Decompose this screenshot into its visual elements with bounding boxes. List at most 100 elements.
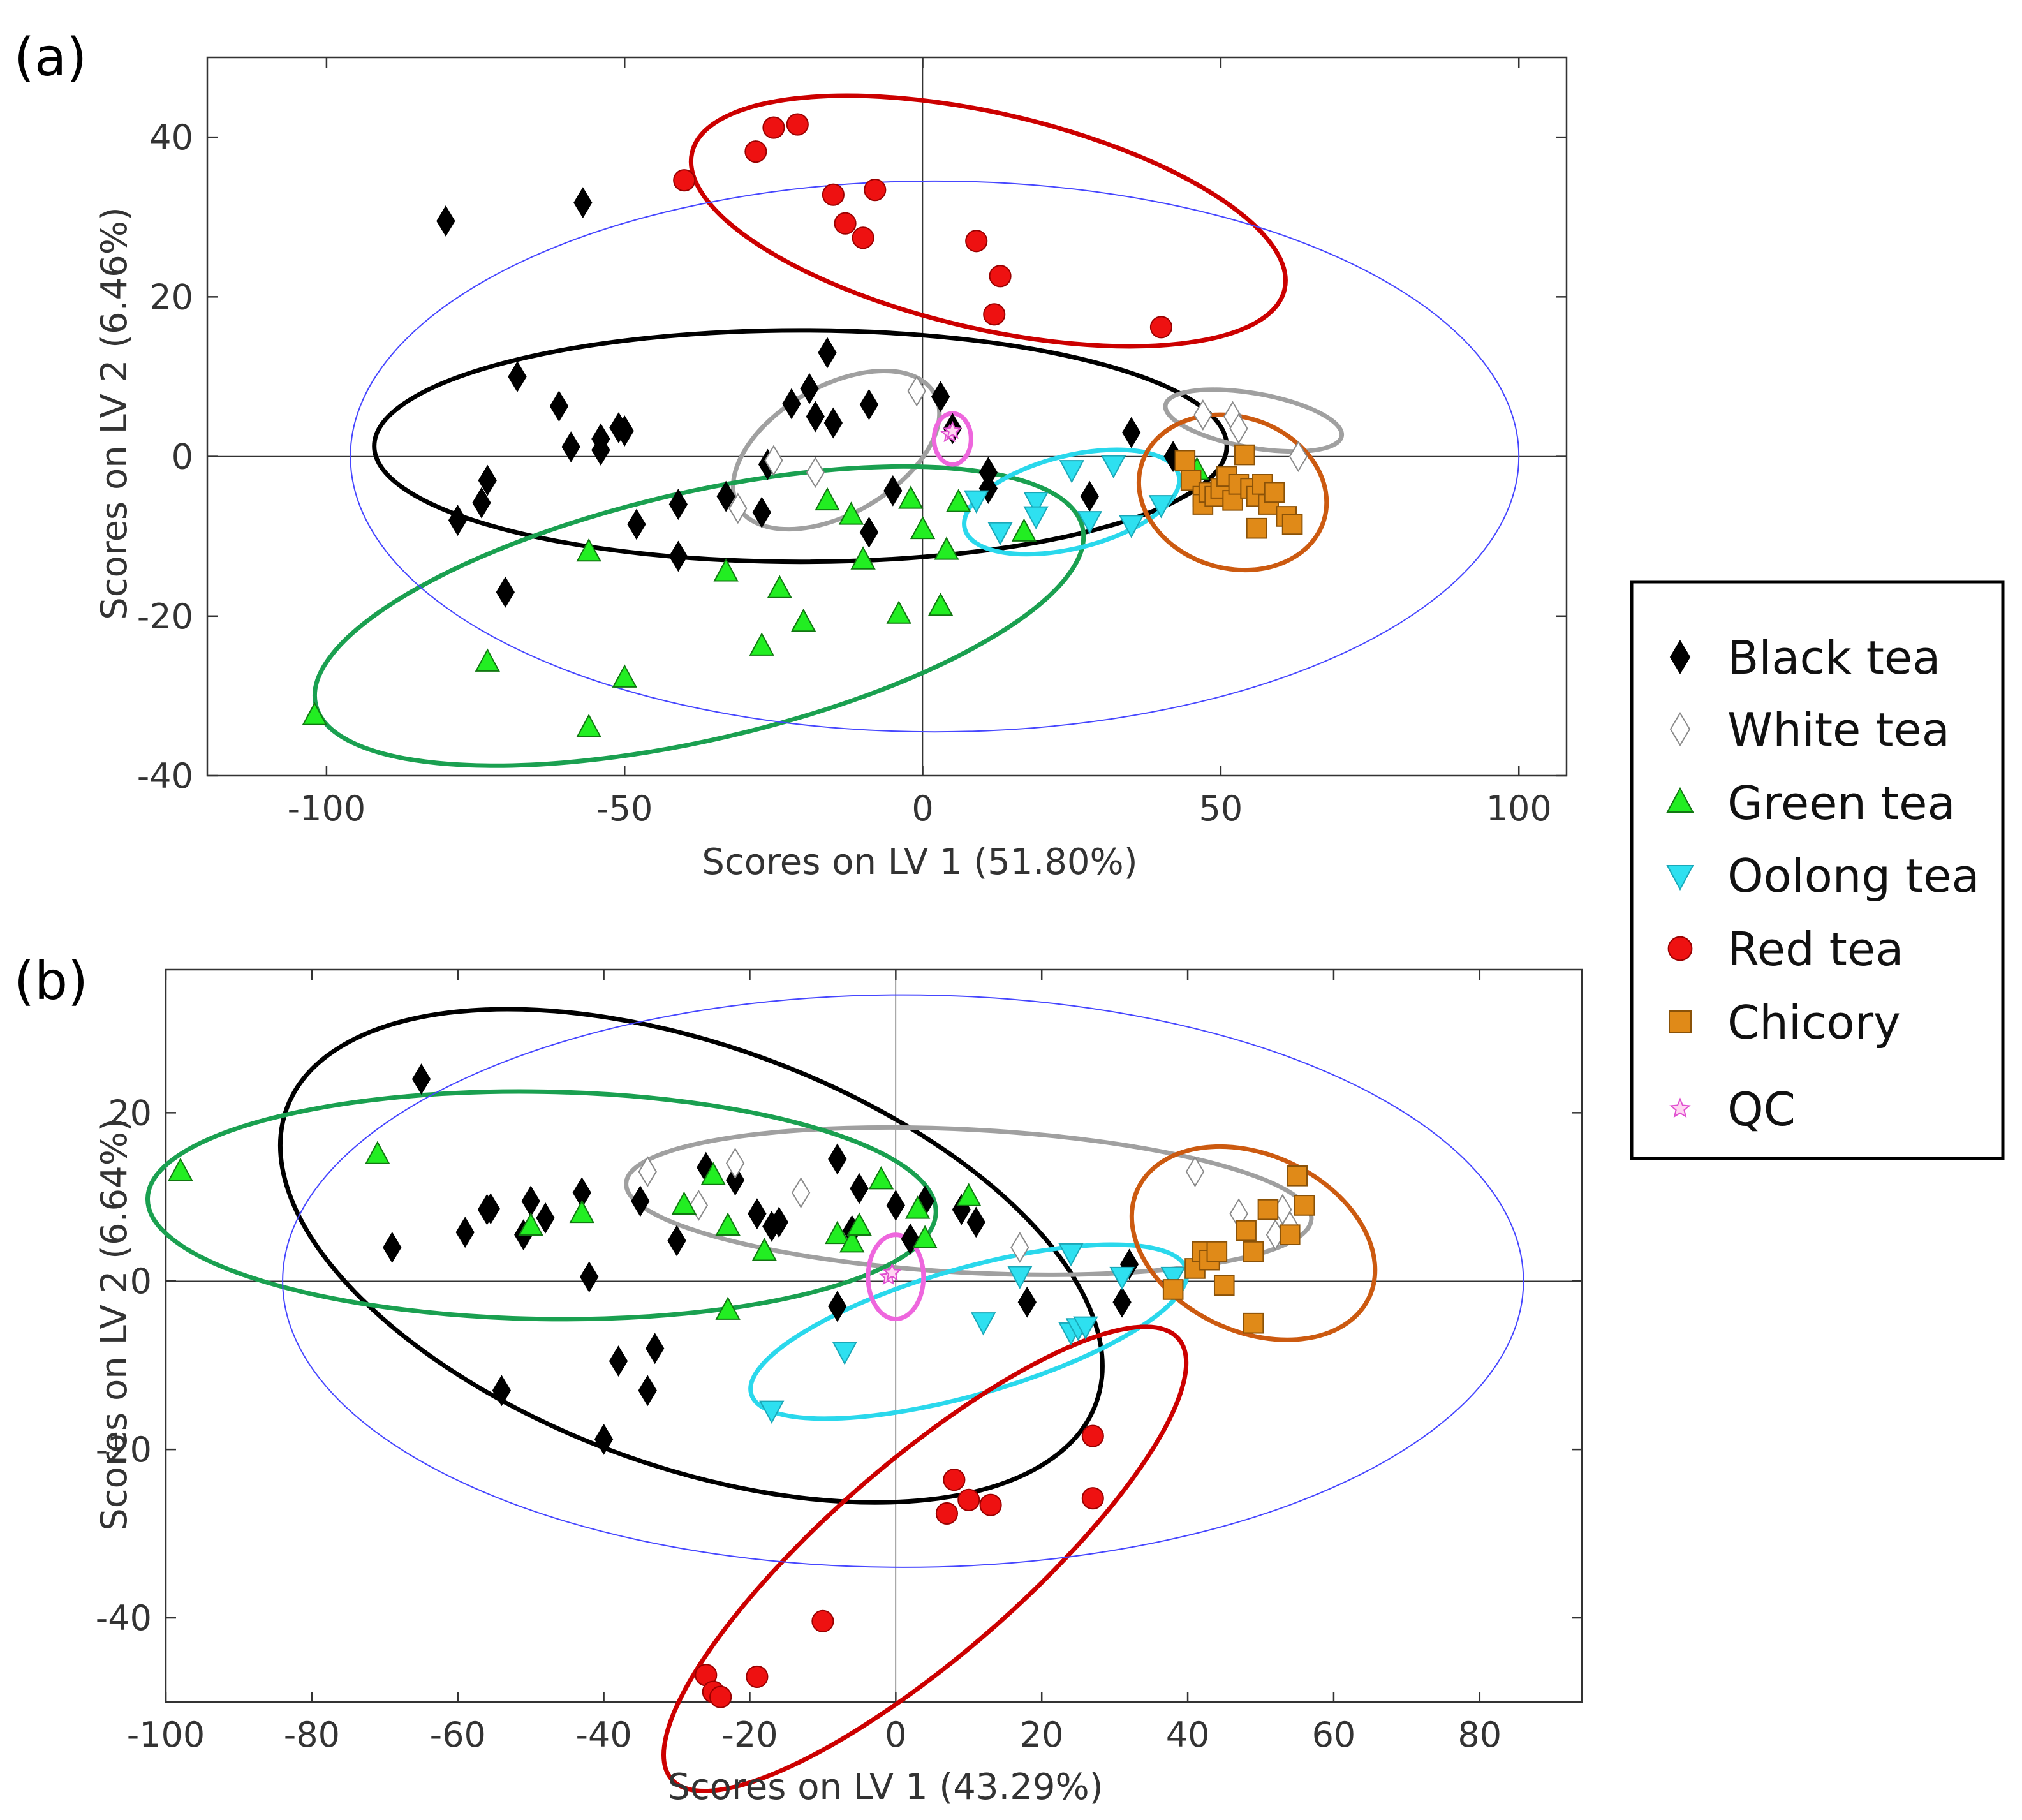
panel-a-point-black-tea xyxy=(549,390,569,422)
panel-b-point-black-tea xyxy=(667,1225,686,1257)
panel-b-point-black-tea xyxy=(638,1375,657,1407)
panel-a-point-green-tea xyxy=(576,538,601,562)
panel-a-point-red-tea xyxy=(834,212,857,235)
legend-marker-red-tea xyxy=(1667,936,1693,961)
panel-a-y-axis-label: Scores on LV 2 (6.46%) xyxy=(94,207,135,620)
panel-b-point-black-tea xyxy=(966,1206,985,1238)
panel-b-point-black-tea xyxy=(646,1333,665,1365)
panel-b-point-white-tea xyxy=(1010,1232,1029,1263)
panel-b-point-green-tea xyxy=(168,1157,193,1181)
panel-a-point-oolong-tea xyxy=(964,490,989,514)
legend-label-qc: QC xyxy=(1727,1083,1796,1136)
panel-b-y-tick-label: -40 xyxy=(96,1598,152,1638)
panel-a-x-tick-label: 100 xyxy=(1486,788,1552,829)
panel-b-x-axis-label: Scores on LV 1 (43.29%) xyxy=(667,1766,1103,1808)
panel-b-point-red-tea xyxy=(957,1488,980,1511)
panel-a-point-black-tea xyxy=(806,401,825,433)
panel-b-point-black-tea xyxy=(492,1375,512,1407)
panel-b-point-green-tea xyxy=(365,1141,390,1164)
panel-a-ellipse-chicory xyxy=(1136,412,1329,573)
panel-a-point-black-tea xyxy=(782,388,801,420)
panel-a-point-black-tea xyxy=(472,487,491,519)
panel-b-ellipse-chicory xyxy=(1129,1144,1378,1342)
panel-b-ellipse-green-tea xyxy=(145,1089,938,1322)
panel-a-point-oolong-tea xyxy=(1077,511,1102,535)
panel-b-x-tick-label: -20 xyxy=(721,1715,778,1755)
panel-a-score-plot: (a) -100 -50 0 50 100 -40 -20 0 20 40 Scores on L… xyxy=(14,27,1568,883)
panel-a-point-oolong-tea xyxy=(1023,492,1049,515)
panel-b-point-green-tea xyxy=(868,1165,894,1190)
panel-b-point-oolong-tea xyxy=(1007,1266,1033,1289)
panel-a-ellipse-red-tea xyxy=(688,93,1288,349)
panel-a-x-tick-label: -100 xyxy=(288,788,366,829)
panel-a-point-white-tea xyxy=(1288,441,1308,472)
panel-b-point-black-tea xyxy=(828,1291,847,1322)
panel-a-point-green-tea xyxy=(612,664,637,688)
panel-a-point-white-tea xyxy=(728,492,748,524)
legend-label-white-tea: White tea xyxy=(1727,703,1950,757)
panel-b-point-green-tea xyxy=(846,1212,872,1236)
panel-b-point-chicory xyxy=(1206,1241,1228,1262)
panel-b-point-green-tea xyxy=(912,1225,938,1248)
panel-a-point-black-tea xyxy=(883,475,903,507)
panel-b-point-black-tea xyxy=(594,1423,614,1455)
panel-b-y-tick-label: -20 xyxy=(96,1430,152,1470)
panel-a-point-green-tea xyxy=(1011,518,1037,542)
panel-a-point-black-tea xyxy=(591,423,610,455)
panel-b-label: (b) xyxy=(14,951,88,1012)
legend: Black tea White tea Green tea Oolong tea Red… xyxy=(1630,580,2005,1160)
panel-a-point-oolong-tea xyxy=(1148,495,1174,519)
panel-b-point-black-tea xyxy=(748,1198,767,1230)
panel-a-point-green-tea xyxy=(927,592,954,616)
panel-b-point-oolong-tea xyxy=(1058,1243,1084,1267)
panel-b-point-green-tea xyxy=(700,1162,726,1185)
panel-a-point-white-tea xyxy=(907,375,926,407)
panel-b-ellipse-white-tea xyxy=(624,1125,1314,1277)
panel-b-y-tick-label: 20 xyxy=(108,1093,152,1133)
panel-a-point-green-tea xyxy=(886,600,911,624)
panel-a-point-black-tea xyxy=(573,187,593,219)
panel-b-point-red-tea xyxy=(979,1493,1002,1516)
legend-marker-green-tea xyxy=(1666,787,1694,813)
panel-b-point-oolong-tea xyxy=(759,1400,785,1424)
panel-b-point-black-tea xyxy=(521,1185,540,1217)
panel-a-point-black-tea xyxy=(978,473,998,505)
panel-a-point-chicory xyxy=(1281,514,1303,535)
panel-a-label: (a) xyxy=(14,27,87,88)
panel-b-point-red-tea xyxy=(709,1685,732,1708)
panel-a-point-red-tea xyxy=(852,226,874,249)
panel-a-point-black-tea xyxy=(752,496,771,528)
panel-a-ellipses xyxy=(312,93,1520,768)
panel-a-point-green-tea xyxy=(475,648,500,672)
panel-b-point-white-tea xyxy=(638,1156,657,1188)
panel-a-point-black-tea xyxy=(859,516,879,548)
panel-a-point-black-tea xyxy=(716,480,735,512)
panel-b-point-qc xyxy=(882,1262,902,1281)
panel-b-x-tick-label: 0 xyxy=(885,1715,906,1755)
panel-b-point-white-tea xyxy=(791,1177,811,1209)
panel-a-point-black-tea xyxy=(448,505,468,536)
panel-a-point-black-tea xyxy=(818,337,837,369)
panel-a-point-black-tea xyxy=(478,464,497,496)
panel-a-point-red-tea xyxy=(1149,316,1172,339)
panel-b-x-tick-label: -80 xyxy=(284,1715,340,1755)
panel-a-point-qc xyxy=(943,420,963,440)
panel-a-point-chicory xyxy=(1234,444,1255,466)
panel-b-y-tick-label: 0 xyxy=(130,1261,152,1301)
panel-b-points xyxy=(168,1063,1315,1708)
panel-a-point-black-tea xyxy=(1122,417,1141,448)
legend-label-black-tea: Black tea xyxy=(1727,631,1940,684)
panel-a-point-oolong-tea xyxy=(1100,455,1126,478)
panel-b-point-black-tea xyxy=(769,1206,788,1238)
panel-a-y-tick-label: 40 xyxy=(149,117,193,158)
panel-b-point-red-tea xyxy=(811,1609,834,1632)
panel-b-point-black-tea xyxy=(631,1185,650,1217)
legend-label-oolong-tea: Oolong tea xyxy=(1727,849,1980,903)
legend-label-chicory: Chicory xyxy=(1727,996,1901,1049)
panel-a-point-green-tea xyxy=(576,714,601,737)
panel-a-point-green-tea xyxy=(749,632,774,656)
panel-b-point-black-tea xyxy=(609,1345,628,1377)
panel-b-point-green-tea xyxy=(715,1212,741,1236)
panel-b-point-black-tea xyxy=(455,1217,475,1248)
